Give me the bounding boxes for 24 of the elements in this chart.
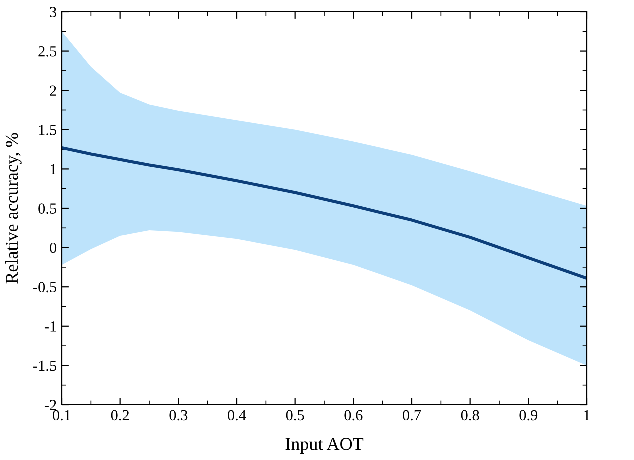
y-tick-label: 0: [50, 242, 57, 254]
line-series: [62, 146, 587, 280]
y-tick-label: -1.5: [34, 360, 57, 372]
x-tick-label: 0.6: [344, 410, 363, 421]
x-tick-label: 0.4: [228, 410, 246, 421]
y-tick-label: -0.5: [34, 282, 57, 293]
x-tick-label: 0.3: [170, 410, 188, 421]
x-tick-label: 0.8: [461, 410, 480, 421]
x-tick-label: 1: [584, 410, 590, 420]
y-tick-label: 3: [50, 7, 57, 18]
x-tick-label: 0.1: [53, 410, 71, 421]
x-tick-label: 0.5: [286, 410, 304, 421]
x-tick-label: 0.9: [520, 410, 538, 421]
y-tick-label: -2: [44, 400, 56, 410]
y-axis-title: Relative accuracy, %: [5, 133, 22, 284]
x-axis-title: Input AOT: [286, 438, 364, 454]
y-tick-label: 1.5: [39, 125, 57, 136]
x-tick-label: 0.2: [111, 410, 130, 421]
y-tick-label: 0.5: [38, 204, 57, 214]
y-tick-label: 2: [50, 86, 56, 96]
x-tick-label: 0.7: [403, 410, 422, 421]
y-tick-label: -1: [44, 322, 56, 332]
y-tick-label: 2.5: [38, 46, 57, 57]
y-tick-label: 1: [50, 164, 56, 174]
